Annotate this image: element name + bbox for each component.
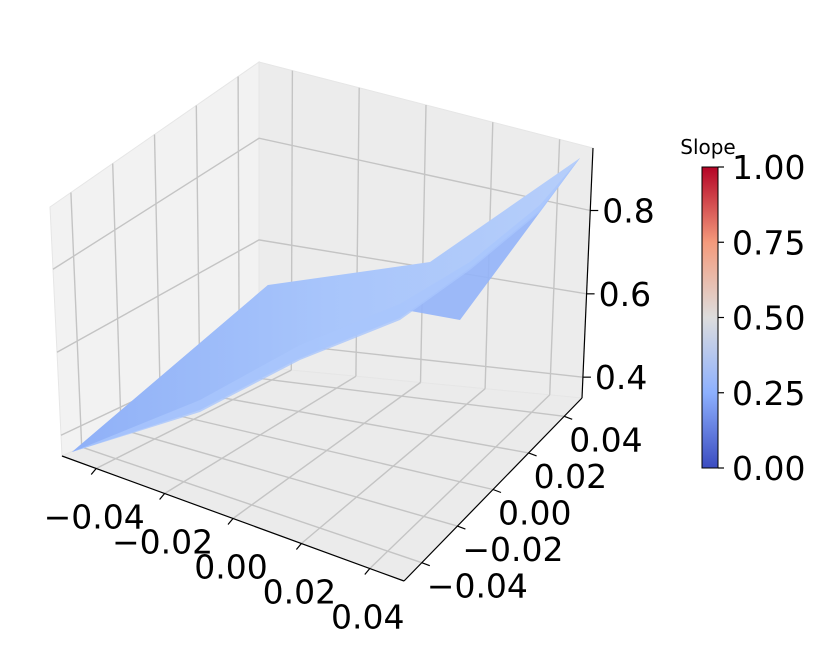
z-tick-label: 0.4 <box>595 358 647 397</box>
y-tick-mark <box>421 562 431 567</box>
x-tick-mark <box>90 468 97 475</box>
y-tick-mark <box>492 488 502 494</box>
x-tick-mark <box>295 543 302 550</box>
y-tick-label: 0.00 <box>498 494 571 533</box>
grid-line-y-floor <box>81 446 423 564</box>
grid-line-x-wall <box>419 104 427 383</box>
grid-line-z <box>52 137 591 270</box>
colorbar-title: Slope <box>680 135 736 159</box>
x-tick-label: −0.02 <box>112 523 213 562</box>
colorbar-tick-label: 0.25 <box>732 374 805 413</box>
y-tick-mark <box>528 452 537 457</box>
x-tick-label: 0.04 <box>331 598 404 637</box>
colorbar-tick-label: 0.75 <box>732 223 805 262</box>
x-tick-label: 0.00 <box>194 548 267 587</box>
grid-line-y-floor <box>120 428 458 527</box>
colorbar-tick-label: 0.50 <box>732 299 805 338</box>
y-tick-label: −0.02 <box>462 530 563 569</box>
grid-line-y-floor <box>199 393 529 454</box>
grid-line-y-wall <box>153 134 162 412</box>
y-tick-label: 0.04 <box>569 420 642 459</box>
grid-line-y-wall <box>70 192 83 448</box>
y-tick-mark <box>457 525 466 530</box>
colorbar-tick-label: 1.00 <box>732 148 805 187</box>
z-axis-line <box>581 147 594 399</box>
grid-line-y-floor <box>239 375 565 417</box>
grid-line-y-floor <box>160 410 494 491</box>
z-tick-label: 0.8 <box>602 192 654 231</box>
z-tick-label: 0.6 <box>599 275 651 314</box>
colorbar-tick-label: 0.00 <box>732 449 805 488</box>
axis-ticks: −0.04−0.020.000.020.04−0.04−0.020.000.02… <box>44 192 655 637</box>
x-tick-label: 0.02 <box>263 573 336 612</box>
x-tick-mark <box>364 568 371 575</box>
y-tick-label: −0.04 <box>427 567 528 606</box>
x-tick-label: −0.04 <box>44 498 145 537</box>
x-tick-mark <box>159 493 166 500</box>
colorbar <box>701 166 719 469</box>
x-tick-mark <box>227 518 234 525</box>
grid-line-y-wall <box>112 163 122 430</box>
y-tick-mark <box>563 415 573 420</box>
y-tick-label: 0.02 <box>534 457 607 496</box>
surface <box>72 158 580 452</box>
colorbar-ticks: 0.00 0.25 0.50 0.75 1.00 <box>718 148 805 488</box>
